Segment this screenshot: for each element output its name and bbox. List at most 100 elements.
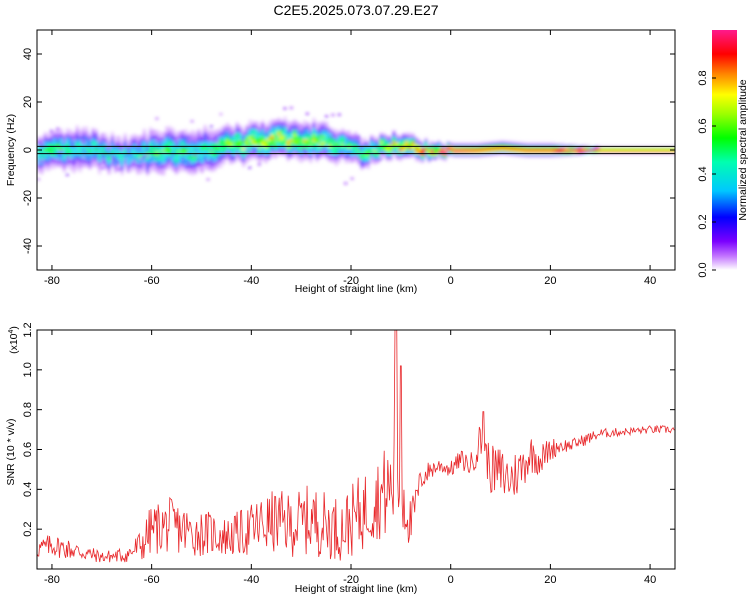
heatmap-cell xyxy=(526,144,531,147)
heatmap-cell xyxy=(382,149,387,153)
heatmap-cell xyxy=(424,154,428,158)
heatmap-cell xyxy=(241,160,246,163)
heatmap-cell xyxy=(181,162,185,166)
heatmap-cell xyxy=(251,135,255,138)
heatmap-cell xyxy=(193,137,198,141)
heatmap-cell xyxy=(369,134,374,138)
heatmap-cell xyxy=(129,147,134,151)
heatmap-cell xyxy=(88,134,92,138)
heatmap-cell xyxy=(366,146,371,150)
heatmap-cell xyxy=(398,148,403,151)
heatmap-cell xyxy=(165,139,169,142)
heatmap-cell xyxy=(254,123,259,126)
heatmap-cell xyxy=(270,123,275,127)
heatmap-cell xyxy=(113,166,118,170)
heatmap-cell xyxy=(133,168,137,171)
heatmap-cell xyxy=(571,150,575,154)
heatmap-cell xyxy=(251,124,255,128)
heatmap-cell xyxy=(389,144,393,147)
heatmap-cell xyxy=(81,135,86,138)
heatmap-cell xyxy=(529,148,534,152)
heatmap-cell xyxy=(81,148,86,151)
heatmap-cell xyxy=(193,161,198,164)
heatmap-cell xyxy=(200,146,204,150)
heatmap-cell xyxy=(331,149,335,153)
heatmap-cell xyxy=(136,135,140,139)
heatmap-cell xyxy=(139,164,143,168)
heatmap-cell xyxy=(65,149,70,153)
heatmap-cell xyxy=(222,133,227,137)
heatmap-cell xyxy=(123,160,127,164)
heatmap-cell xyxy=(133,137,137,141)
heatmap-cell xyxy=(280,122,284,126)
heatmap-cell xyxy=(549,155,553,158)
heatmap-cell xyxy=(145,162,150,165)
heatmap-cell xyxy=(561,149,566,153)
heatmap-cell xyxy=(462,150,467,154)
heatmap-cell xyxy=(126,144,131,148)
heatmap-cell xyxy=(411,148,415,151)
heatmap-cell xyxy=(158,154,163,158)
heatmap-cell xyxy=(136,156,140,160)
heatmap-cell xyxy=(78,156,83,160)
colorbar-tick-label: 0.2 xyxy=(697,214,709,229)
heatmap-cell xyxy=(280,148,284,152)
heatmap-cell xyxy=(216,150,220,154)
heatmap-cell xyxy=(481,143,486,147)
heatmap-cell xyxy=(229,155,233,159)
heatmap-cell xyxy=(69,131,73,135)
heatmap-cell xyxy=(165,143,169,147)
heatmap-cell xyxy=(296,147,300,151)
heatmap-cell xyxy=(357,153,361,157)
heatmap-cell xyxy=(289,123,294,127)
heatmap-cell xyxy=(385,154,390,158)
heatmap-cell xyxy=(245,161,249,164)
heatmap-cell xyxy=(152,157,156,161)
heatmap-cell xyxy=(251,154,255,158)
heatmap-cell xyxy=(91,158,95,161)
heatmap-cell xyxy=(235,141,239,144)
heatmap-cell xyxy=(494,146,499,150)
heatmap-cell xyxy=(254,146,259,150)
heatmap-cell xyxy=(261,132,265,136)
heatmap-cell xyxy=(190,155,195,159)
heatmap-cell xyxy=(81,143,86,147)
heatmap-cell xyxy=(200,157,204,161)
heatmap-cell xyxy=(37,162,41,166)
heatmap-cell xyxy=(424,145,428,149)
heatmap-cell xyxy=(62,169,67,173)
heatmap-cell xyxy=(321,122,326,126)
heatmap-cell xyxy=(43,157,47,161)
heatmap-cell xyxy=(123,134,127,138)
heatmap-cell xyxy=(526,142,531,145)
heatmap-cell xyxy=(113,159,118,163)
heatmap-cell xyxy=(206,163,211,167)
heatmap-cell xyxy=(62,148,67,151)
heatmap-cell xyxy=(145,136,150,139)
heatmap-cell xyxy=(91,151,95,155)
heatmap-cell xyxy=(478,154,483,158)
heatmap-cell xyxy=(225,122,230,126)
heatmap-cell xyxy=(161,162,166,166)
heatmap-cell xyxy=(65,136,70,140)
heatmap-cell xyxy=(126,146,131,150)
heatmap-cell xyxy=(523,141,527,145)
heatmap-cell xyxy=(302,148,306,151)
heatmap-cell xyxy=(267,157,271,161)
heatmap-cell xyxy=(369,143,374,147)
heatmap-cell xyxy=(302,145,307,149)
heatmap-cell xyxy=(513,149,518,153)
heatmap-cell xyxy=(321,146,326,149)
heatmap-cell xyxy=(145,155,150,159)
heatmap-cell xyxy=(149,141,153,145)
heatmap-cell xyxy=(453,144,457,147)
heatmap-cell xyxy=(177,148,182,151)
heatmap-cell xyxy=(139,134,143,138)
heatmap-cell xyxy=(40,150,44,154)
heatmap-cell xyxy=(155,117,159,120)
heatmap-cell xyxy=(43,163,47,167)
heatmap-cell xyxy=(168,162,172,166)
heatmap-cell xyxy=(430,148,435,152)
heatmap-cell xyxy=(401,154,406,158)
heatmap-cell xyxy=(328,139,332,143)
